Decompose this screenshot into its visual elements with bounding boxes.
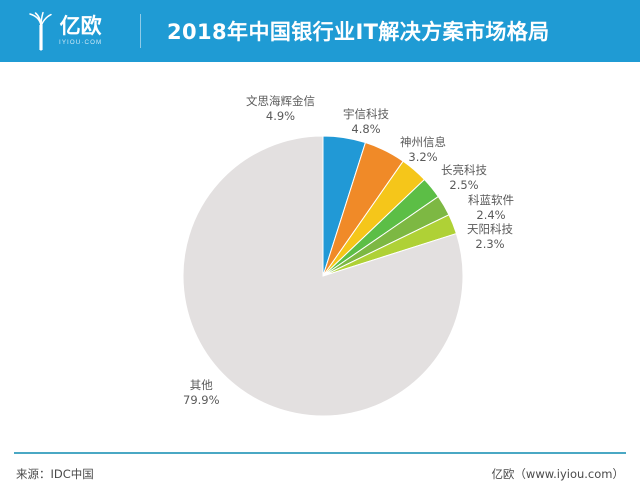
page-header: 亿欧 IYIOU·COM 2018年中国银行业IT解决方案市场格局: [0, 0, 640, 62]
source-label: 来源：IDC中国: [16, 467, 94, 481]
pie-label-shenzhou: 神州信息 3.2%: [400, 135, 446, 164]
logo-en-text: IYIOU·COM: [59, 38, 103, 46]
footer-divider: [14, 452, 626, 454]
logo-cn-text: 亿欧: [59, 13, 102, 38]
site-label[interactable]: 亿欧（www.iyiou.com）: [491, 467, 624, 481]
header-divider: [140, 14, 141, 48]
pie-chart-svg: [182, 135, 464, 417]
pie-label-name: 神州信息: [400, 135, 446, 149]
pie-label-pct: 2.5%: [449, 177, 479, 192]
pie-label-name: 天阳科技: [467, 222, 513, 236]
pie-label-name: 宇信科技: [343, 107, 389, 121]
page-title: 2018年中国银行业IT解决方案市场格局: [167, 20, 550, 44]
pie-label-kelan: 科蓝软件 2.4%: [468, 193, 514, 222]
fan-tree-logo-icon: [29, 11, 52, 51]
pie-label-name: 文思海辉金信: [246, 94, 315, 108]
pie-chart: 文思海辉金信 4.9% 宇信科技 4.8% 神州信息 3.2% 长亮科技 2.5…: [0, 62, 640, 440]
pie-label-pct: 4.8%: [351, 121, 381, 136]
pie-label-pct: 2.3%: [475, 236, 505, 251]
pie-label-pct: 4.9%: [265, 108, 296, 123]
pie-label-changliang: 长亮科技 2.5%: [441, 163, 487, 192]
pie-label-pct: 79.9%: [183, 392, 220, 407]
pie-label-pct: 3.2%: [408, 149, 438, 164]
pie-label-tianyang: 天阳科技 2.3%: [467, 222, 513, 251]
page-footer: 来源：IDC中国 亿欧（www.iyiou.com）: [0, 460, 640, 492]
pie-label-wenshen: 文思海辉金信 4.9%: [246, 94, 315, 123]
brand-logo[interactable]: 亿欧 IYIOU·COM: [26, 8, 118, 54]
pie-label-pct: 2.4%: [476, 207, 506, 222]
pie-slice: [182, 135, 464, 417]
pie-label-yuxin: 宇信科技 4.8%: [343, 107, 389, 136]
pie-slice-group: [182, 135, 464, 417]
pie-label-other: 其他 79.9%: [183, 378, 220, 407]
pie-label-name: 科蓝软件: [468, 193, 514, 207]
pie-label-name: 其他: [189, 378, 213, 392]
pie-label-name: 长亮科技: [441, 163, 487, 177]
